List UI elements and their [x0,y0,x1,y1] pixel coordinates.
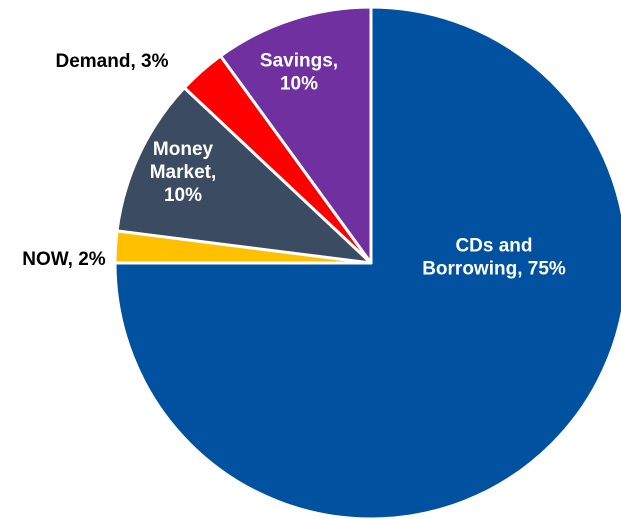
slice-label-line: Demand, 3% [56,51,169,72]
pie-slice-2 [115,86,373,265]
slice-label-line: 10% [164,185,202,206]
pie-slice-0 [113,5,621,519]
slice-label-line: CDs and [455,236,532,257]
slice-label-2: Money Market, 10% [150,139,217,206]
slice-label-line: NOW, 2% [22,249,106,270]
slice-label-line: Market, [150,162,217,183]
slice-label-1: NOW, 2% [22,249,106,270]
slice-label-line: Savings, [260,51,338,72]
pie-slice-4 [219,5,373,265]
slice-label-3: Demand, 3% [56,51,169,72]
pie-labels: CDs and Borrowing, 75% NOW, 2% Money Market,… [22,51,566,280]
pie-slices [113,5,621,519]
slice-label-line: 10% [280,74,318,95]
slice-label-line: Borrowing, 75% [422,259,566,280]
slice-label-line: Money [153,139,214,160]
slice-label-0: CDs and Borrowing, 75% [422,236,566,280]
slice-label-4: Savings, 10% [260,51,338,95]
